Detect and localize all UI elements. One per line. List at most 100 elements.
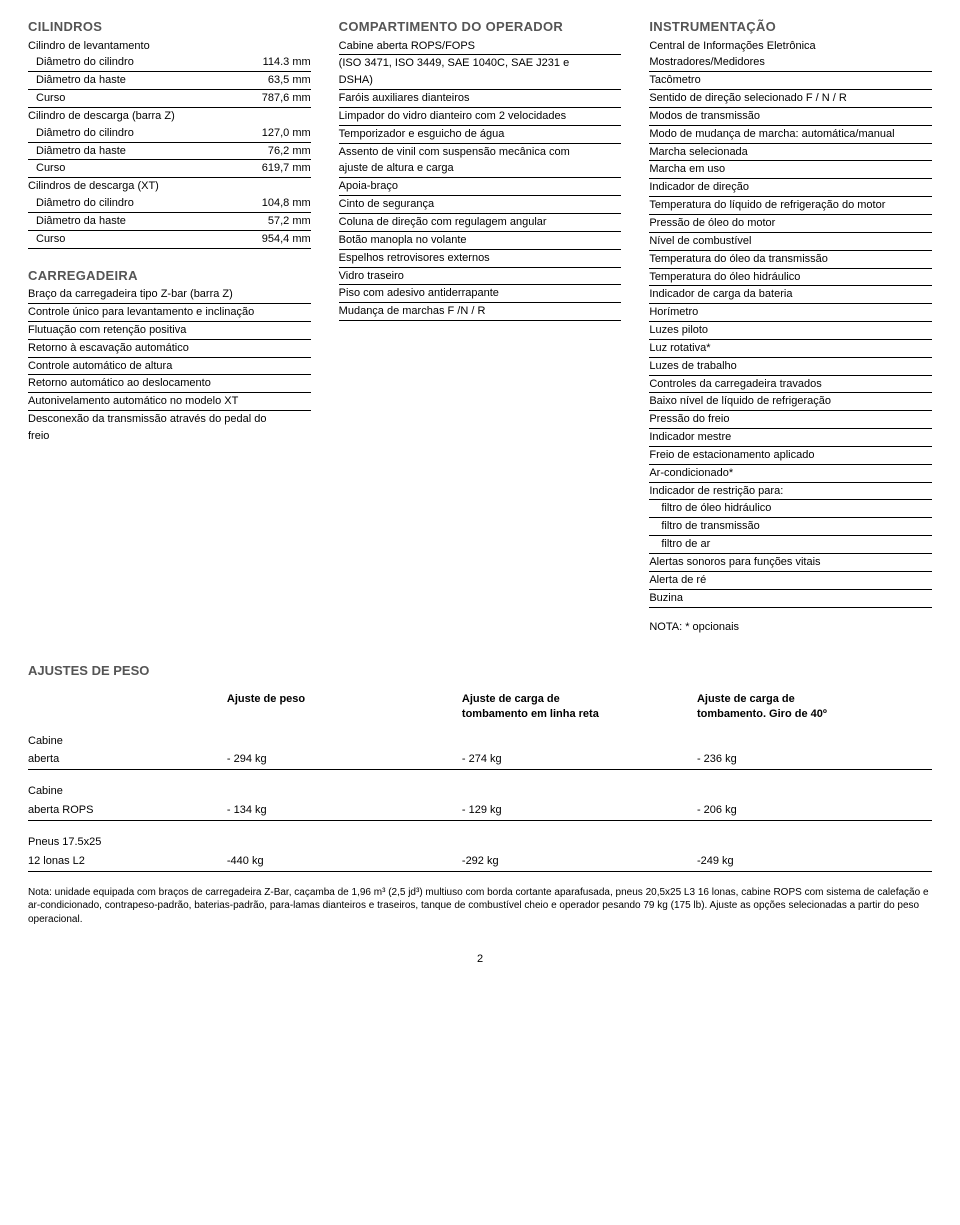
- peso-row-label: aberta ROPS: [28, 801, 227, 820]
- text-line: Mudança de marchas F /N / R: [339, 303, 622, 321]
- text-line: Pressão de óleo do motor: [649, 215, 932, 233]
- text-line: Indicador de carga da bateria: [649, 286, 932, 304]
- spec-value: 619,7 mm: [256, 161, 311, 176]
- peso-value: - 274 kg: [462, 750, 697, 769]
- text-line: Controle único para levantamento e incli…: [28, 304, 311, 322]
- spec-row: Curso619,7 mm: [28, 160, 311, 178]
- text-line: Piso com adesivo antiderrapante: [339, 285, 622, 303]
- spec-row: Curso787,6 mm: [28, 90, 311, 108]
- text-line: Retorno à escavação automático: [28, 340, 311, 358]
- text-line: Indicador de restrição para:: [649, 483, 932, 501]
- peso-row-label: aberta: [28, 750, 227, 769]
- spec-label: Diâmetro da haste: [28, 214, 262, 229]
- text-line: Coluna de direção com regulagem angular: [339, 214, 622, 232]
- peso-h2: Ajuste de carga detombamento em linha re…: [462, 690, 697, 724]
- text-line: filtro de ar: [649, 536, 932, 554]
- spec-label: Diâmetro do cilindro: [28, 196, 256, 211]
- text-line: Flutuação com retenção positiva: [28, 322, 311, 340]
- spec-value: 127,0 mm: [256, 126, 311, 141]
- text-line: Apoia-braço: [339, 178, 622, 196]
- operador-title: COMPARTIMENTO DO OPERADOR: [339, 18, 622, 36]
- spec-value: 104,8 mm: [256, 196, 311, 211]
- spec-label: Diâmetro do cilindro: [28, 126, 256, 141]
- peso-h3: Ajuste de carga detombamento. Giro de 40…: [697, 690, 932, 724]
- text-line: Temperatura do líquido de refrigeração d…: [649, 197, 932, 215]
- spec-value: 63,5 mm: [262, 73, 311, 88]
- text-line: Desconexão da transmissão através do ped…: [28, 411, 311, 428]
- cilindros-sub1: Cilindro de levantamento: [28, 38, 311, 55]
- instrumentacao-note: NOTA: * opcionais: [649, 620, 932, 635]
- text-line: Luzes de trabalho: [649, 358, 932, 376]
- spec-row: Curso954,4 mm: [28, 231, 311, 249]
- text-line: Espelhos retrovisores externos: [339, 250, 622, 268]
- text-line: Vidro traseiro: [339, 268, 622, 286]
- text-line: Modos de transmissão: [649, 108, 932, 126]
- text-line: ajuste de altura e carga: [339, 160, 622, 178]
- spec-label: Diâmetro da haste: [28, 73, 262, 88]
- peso-values-row: aberta- 294 kg- 274 kg- 236 kg: [28, 750, 932, 769]
- peso-h1: Ajuste de peso: [227, 690, 462, 724]
- peso-h0: [28, 690, 227, 724]
- peso-group-label: Cabine: [28, 724, 932, 751]
- text-line: Nível de combustível: [649, 233, 932, 251]
- spec-row: Diâmetro do cilindro127,0 mm: [28, 125, 311, 143]
- text-line: Temporizador e esguicho de água: [339, 126, 622, 144]
- text-line: Indicador de direção: [649, 179, 932, 197]
- peso-group-label: Cabine: [28, 770, 932, 801]
- text-line: Assento de vinil com suspensão mecânica …: [339, 144, 622, 161]
- text-line: Cinto de segurança: [339, 196, 622, 214]
- peso-value: - 129 kg: [462, 801, 697, 820]
- text-line: Pressão do freio: [649, 411, 932, 429]
- spec-value: 114.3 mm: [257, 55, 311, 70]
- page-number: 2: [28, 952, 932, 967]
- three-columns: CILINDROS Cilindro de levantamento Diâme…: [28, 18, 932, 634]
- text-line: Faróis auxiliares dianteiros: [339, 90, 622, 108]
- text-line: Luzes piloto: [649, 322, 932, 340]
- text-line: Alertas sonoros para funções vitais: [649, 554, 932, 572]
- peso-values-row: 12 lonas L2-440 kg-292 kg-249 kg: [28, 852, 932, 871]
- text-line: (ISO 3471, ISO 3449, SAE 1040C, SAE J231…: [339, 55, 622, 72]
- text-line: Controle automático de altura: [28, 358, 311, 376]
- column-1: CILINDROS Cilindro de levantamento Diâme…: [28, 18, 311, 634]
- text-line: Botão manopla no volante: [339, 232, 622, 250]
- spec-value: 954,4 mm: [256, 232, 311, 247]
- peso-value: -440 kg: [227, 852, 462, 871]
- text-line: Modo de mudança de marcha: automática/ma…: [649, 126, 932, 144]
- spec-value: 57,2 mm: [262, 214, 311, 229]
- peso-group-name: Pneus 17.5x25: [28, 821, 932, 852]
- instrumentacao-sub: Central de Informações Eletrônica: [649, 38, 932, 55]
- peso-value: - 134 kg: [227, 801, 462, 820]
- text-line: Luz rotativa*: [649, 340, 932, 358]
- text-line: Mostradores/Medidores: [649, 54, 932, 72]
- spec-row: Diâmetro da haste76,2 mm: [28, 143, 311, 161]
- peso-value: - 294 kg: [227, 750, 462, 769]
- peso-group-name: Cabine: [28, 770, 932, 801]
- spec-row: Diâmetro do cilindro104,8 mm: [28, 195, 311, 213]
- text-line: Temperatura do óleo da transmissão: [649, 251, 932, 269]
- spec-value: 787,6 mm: [256, 91, 311, 106]
- text-line: Indicador mestre: [649, 429, 932, 447]
- peso-section: AJUSTES DE PESO Ajuste de peso Ajuste de…: [28, 662, 932, 926]
- spec-value: 76,2 mm: [262, 144, 311, 159]
- peso-group-name: Cabine: [28, 724, 932, 751]
- cilindros-sub2: Cilindro de descarga (barra Z): [28, 108, 311, 125]
- peso-title: AJUSTES DE PESO: [28, 662, 932, 680]
- text-line: Alerta de ré: [649, 572, 932, 590]
- text-line: Buzina: [649, 590, 932, 608]
- column-2: COMPARTIMENTO DO OPERADOR Cabine aberta …: [339, 18, 622, 634]
- text-line: Horímetro: [649, 304, 932, 322]
- text-line: DSHA): [339, 72, 622, 90]
- peso-value: - 206 kg: [697, 801, 932, 820]
- spec-label: Curso: [28, 91, 256, 106]
- peso-values-row: aberta ROPS- 134 kg- 129 kg- 206 kg: [28, 801, 932, 820]
- peso-value: -292 kg: [462, 852, 697, 871]
- spec-row: Diâmetro da haste63,5 mm: [28, 72, 311, 90]
- text-line: Limpador do vidro dianteiro com 2 veloci…: [339, 108, 622, 126]
- text-line: Controles da carregadeira travados: [649, 376, 932, 394]
- spec-label: Diâmetro do cilindro: [28, 55, 257, 70]
- peso-value: -249 kg: [697, 852, 932, 871]
- spec-row: Diâmetro da haste57,2 mm: [28, 213, 311, 231]
- peso-group-label: Pneus 17.5x25: [28, 821, 932, 852]
- text-line: Ar-condicionado*: [649, 465, 932, 483]
- text-line: Braço da carregadeira tipo Z-bar (barra …: [28, 286, 311, 304]
